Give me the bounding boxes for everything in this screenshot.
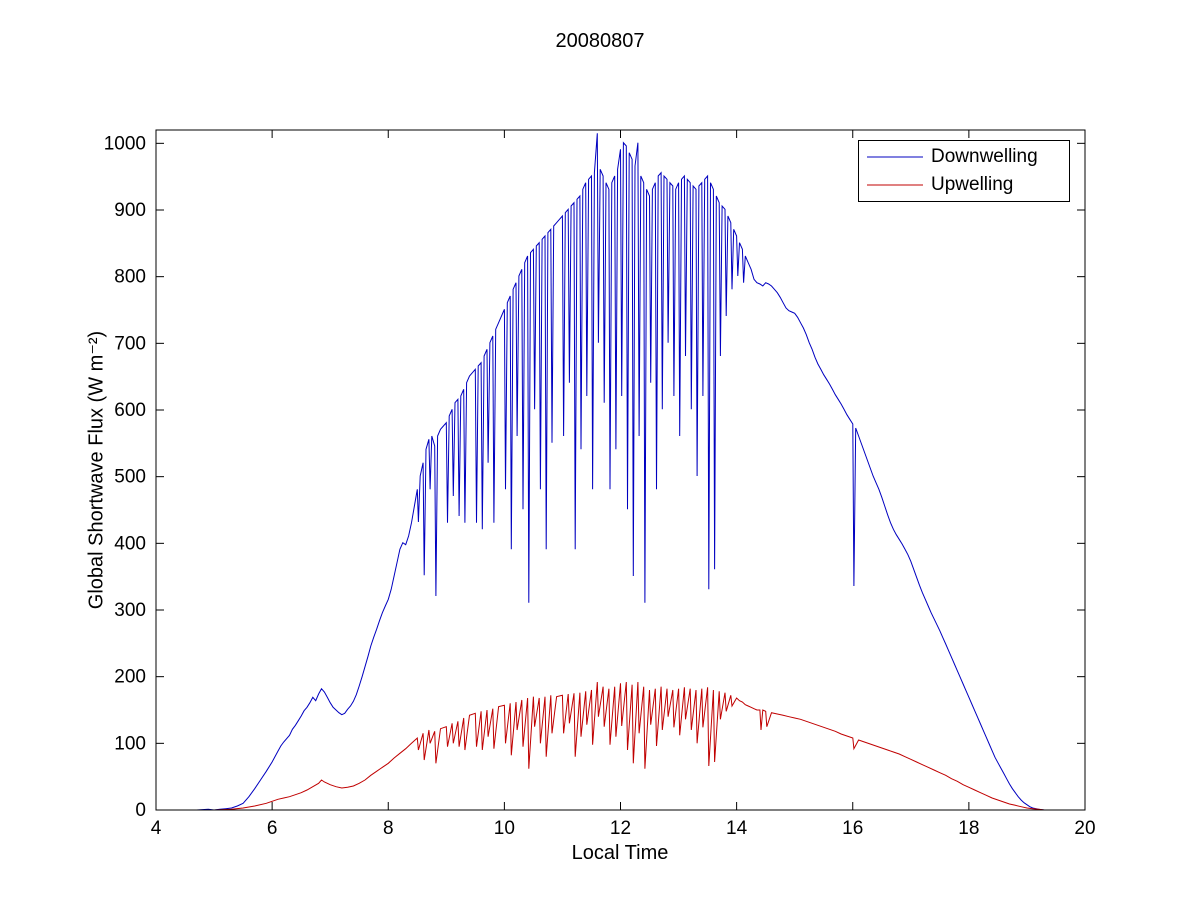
y-tick-label: 100 <box>114 733 146 754</box>
x-tick-label: 12 <box>610 818 631 839</box>
x-tick-label: 20 <box>1074 818 1095 839</box>
legend-item-downwelling: Downwelling <box>859 146 1069 168</box>
x-tick-label: 8 <box>383 818 394 839</box>
legend-label-upwelling: Upwelling <box>931 174 1014 195</box>
y-tick-label: 400 <box>114 533 146 554</box>
downwelling-line-sample <box>867 156 923 158</box>
y-tick-label: 900 <box>114 200 146 221</box>
legend: Downwelling Upwelling <box>858 140 1070 202</box>
y-tick-label: 1000 <box>104 133 146 154</box>
y-tick-label: 200 <box>114 667 146 688</box>
legend-label-downwelling: Downwelling <box>931 146 1038 167</box>
chart-title: 20080807 <box>555 30 645 52</box>
x-tick-label: 14 <box>726 818 748 839</box>
x-tick-label: 10 <box>494 818 515 839</box>
y-tick-label: 0 <box>135 800 146 821</box>
legend-item-upwelling: Upwelling <box>859 174 1069 196</box>
x-tick-label: 18 <box>958 818 979 839</box>
axis-tick-labels: 4 6 8 10 12 14 16 18 200100200300400500600700800… <box>104 133 1096 839</box>
x-tick-label: 6 <box>267 818 278 839</box>
x-tick-label: 16 <box>842 818 863 839</box>
axes-box <box>155 129 1086 811</box>
y-tick-label: 800 <box>114 267 146 288</box>
x-axis-label: Local Time <box>571 842 669 864</box>
x-tick-label: 4 <box>151 818 162 839</box>
y-tick-label: 600 <box>114 400 146 421</box>
axis-ticks <box>155 130 1086 811</box>
upwelling-series-line <box>196 681 1045 811</box>
y-tick-label: 500 <box>114 467 146 488</box>
y-tick-label: 300 <box>114 600 146 621</box>
y-tick-label: 700 <box>114 333 146 354</box>
y-axis-label: Global Shortwave Flux (W m⁻²) <box>85 330 108 610</box>
downwelling-series-line <box>196 133 1045 811</box>
upwelling-line-sample <box>867 184 923 186</box>
